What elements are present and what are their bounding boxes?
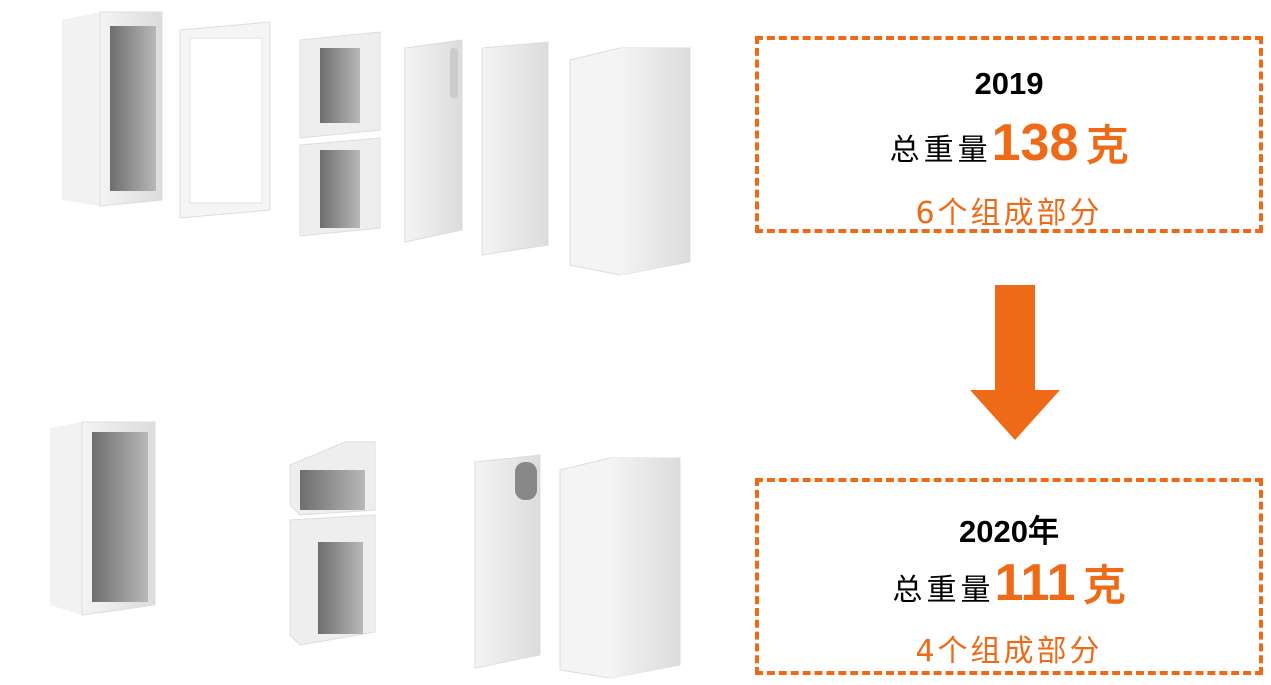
weight-label: 总重量	[892, 573, 995, 608]
box-2019: 2019 总重量138 克 6个组成部分	[755, 36, 1263, 233]
arrow-down	[970, 285, 1060, 440]
packaging-illustration	[50, 11, 691, 679]
weight-unit: 克	[1083, 561, 1126, 610]
year: 2020年	[959, 514, 1059, 549]
parts-2020	[50, 421, 681, 679]
parts-count: 4个组成部分	[915, 634, 1103, 669]
total-weight: 总重量138 克	[759, 112, 1259, 173]
parts-2019	[62, 11, 691, 276]
year: 2019	[974, 66, 1044, 101]
weight-value: 111	[994, 554, 1076, 612]
total-weight: 总重量111 克	[759, 552, 1259, 613]
parts-count: 6个组成部分	[915, 196, 1103, 231]
box-2020: 2020年 总重量111 克 4个组成部分	[755, 478, 1263, 675]
weight-label: 总重量	[889, 133, 992, 168]
weight-value: 138	[991, 114, 1079, 172]
weight-unit: 克	[1086, 121, 1129, 170]
